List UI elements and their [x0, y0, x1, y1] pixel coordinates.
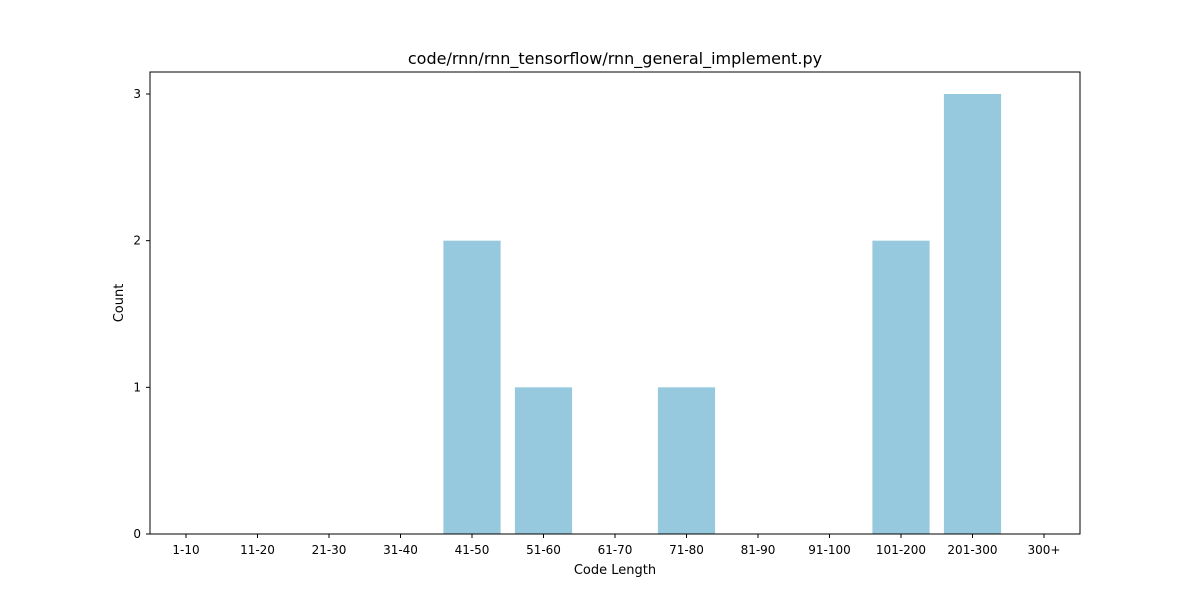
- y-tick-label: 3: [133, 87, 141, 101]
- x-tick-label: 41-50: [455, 543, 490, 557]
- plot-frame: [149, 71, 1081, 535]
- x-tick-label: 71-80: [669, 543, 704, 557]
- bar-71-80: [657, 387, 716, 534]
- y-tick-label: 0: [133, 527, 141, 541]
- bar-201-300: [943, 94, 1002, 534]
- y-axis-label: Count: [112, 284, 127, 323]
- chart-title: code/rnn/rnn_tensorflow/rnn_general_impl…: [408, 49, 822, 69]
- bar-41-50: [443, 240, 501, 535]
- x-tick-label: 81-90: [741, 543, 776, 557]
- x-tick-label: 21-30: [312, 543, 347, 557]
- x-tick-label: 1-10: [172, 543, 199, 557]
- x-tick-label: 201-300: [947, 543, 997, 557]
- x-tick-label: 300+: [1028, 543, 1061, 557]
- x-tick-label: 101-200: [876, 543, 926, 557]
- x-tick-label: 91-100: [808, 543, 851, 557]
- bar-101-200: [872, 240, 930, 535]
- x-tick-label: 31-40: [383, 543, 418, 557]
- y-tick-label: 2: [133, 234, 141, 248]
- bar-51-60: [514, 387, 573, 534]
- x-tick-label: 61-70: [598, 543, 633, 557]
- y-tick-label: 1: [133, 380, 141, 394]
- x-axis-ticks: 1-10 11-20 21-30 31-40 41-50 51-60 61-70 71-80 8…: [172, 534, 1060, 557]
- bars-group: [443, 94, 1002, 535]
- y-axis-ticks: 0 1 2 3: [133, 87, 150, 541]
- x-tick-label: 51-60: [526, 543, 561, 557]
- x-axis-label: Code Length: [574, 563, 656, 578]
- x-tick-label: 11-20: [240, 543, 275, 557]
